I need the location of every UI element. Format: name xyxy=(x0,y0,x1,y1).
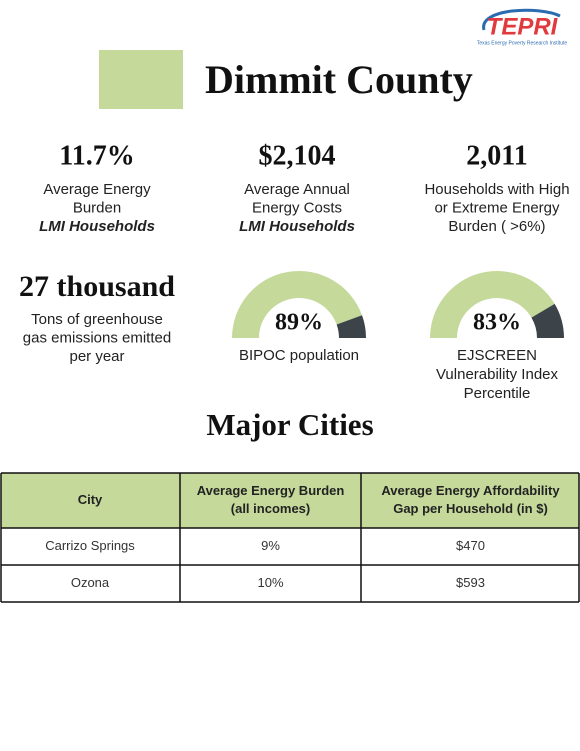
column-header: Gap per Household (in $) xyxy=(393,501,548,516)
table-cell: Ozona xyxy=(71,575,110,590)
column-header: (all incomes) xyxy=(231,501,310,516)
label-line: per year xyxy=(69,348,124,365)
table-header-bg xyxy=(1,473,579,528)
stat-value: 11.7% xyxy=(59,140,134,171)
county-shape xyxy=(99,50,183,109)
table-cell: Carrizo Springs xyxy=(45,538,135,553)
gauge-fill xyxy=(232,271,363,338)
table-cell: $470 xyxy=(456,538,485,553)
gauge-fill xyxy=(430,271,555,338)
label-line: Average Energy xyxy=(43,181,151,198)
stat-emphasis: LMI Households xyxy=(239,218,355,235)
logo-name: TEPRI xyxy=(487,13,559,40)
label-line: Burden xyxy=(73,199,121,216)
gauge-rest xyxy=(336,315,366,338)
label-line: EJSCREEN xyxy=(457,347,537,364)
label-line: Vulnerability Index xyxy=(436,366,559,383)
table-cell: $593 xyxy=(456,575,485,590)
label-line: Average Annual xyxy=(244,181,350,198)
column-header: Average Energy Affordability xyxy=(381,483,560,498)
logo-tagline: Texas Energy Poverty Research Institute xyxy=(477,40,568,46)
gauge-value: 83% xyxy=(473,310,521,336)
logo-swoosh xyxy=(482,8,561,31)
stat-value: 27 thousand xyxy=(19,270,175,303)
column-header: City xyxy=(78,492,103,507)
title: Dimmit County xyxy=(205,57,473,102)
label-line: gas emissions emitted xyxy=(23,329,171,346)
table-cell: 9% xyxy=(261,538,280,553)
gauge-value: 89% xyxy=(275,310,323,336)
label-line: Tons of greenhouse xyxy=(31,311,163,328)
table-cell: 10% xyxy=(257,575,283,590)
label-line: or Extreme Energy xyxy=(434,199,560,216)
label-line: Energy Costs xyxy=(252,199,342,216)
label-line: Households with High xyxy=(424,181,569,198)
gauge-rest xyxy=(531,303,564,338)
stat-value: 2,011 xyxy=(466,140,527,171)
section-title: Major Cities xyxy=(206,407,373,442)
column-header: Average Energy Burden xyxy=(197,483,345,498)
stat-value: $2,104 xyxy=(259,140,336,171)
label-line: Percentile xyxy=(464,385,531,402)
label-line: Burden ( >6%) xyxy=(448,218,545,235)
stat-emphasis: LMI Households xyxy=(39,218,155,235)
label-line: BIPOC population xyxy=(239,347,359,364)
